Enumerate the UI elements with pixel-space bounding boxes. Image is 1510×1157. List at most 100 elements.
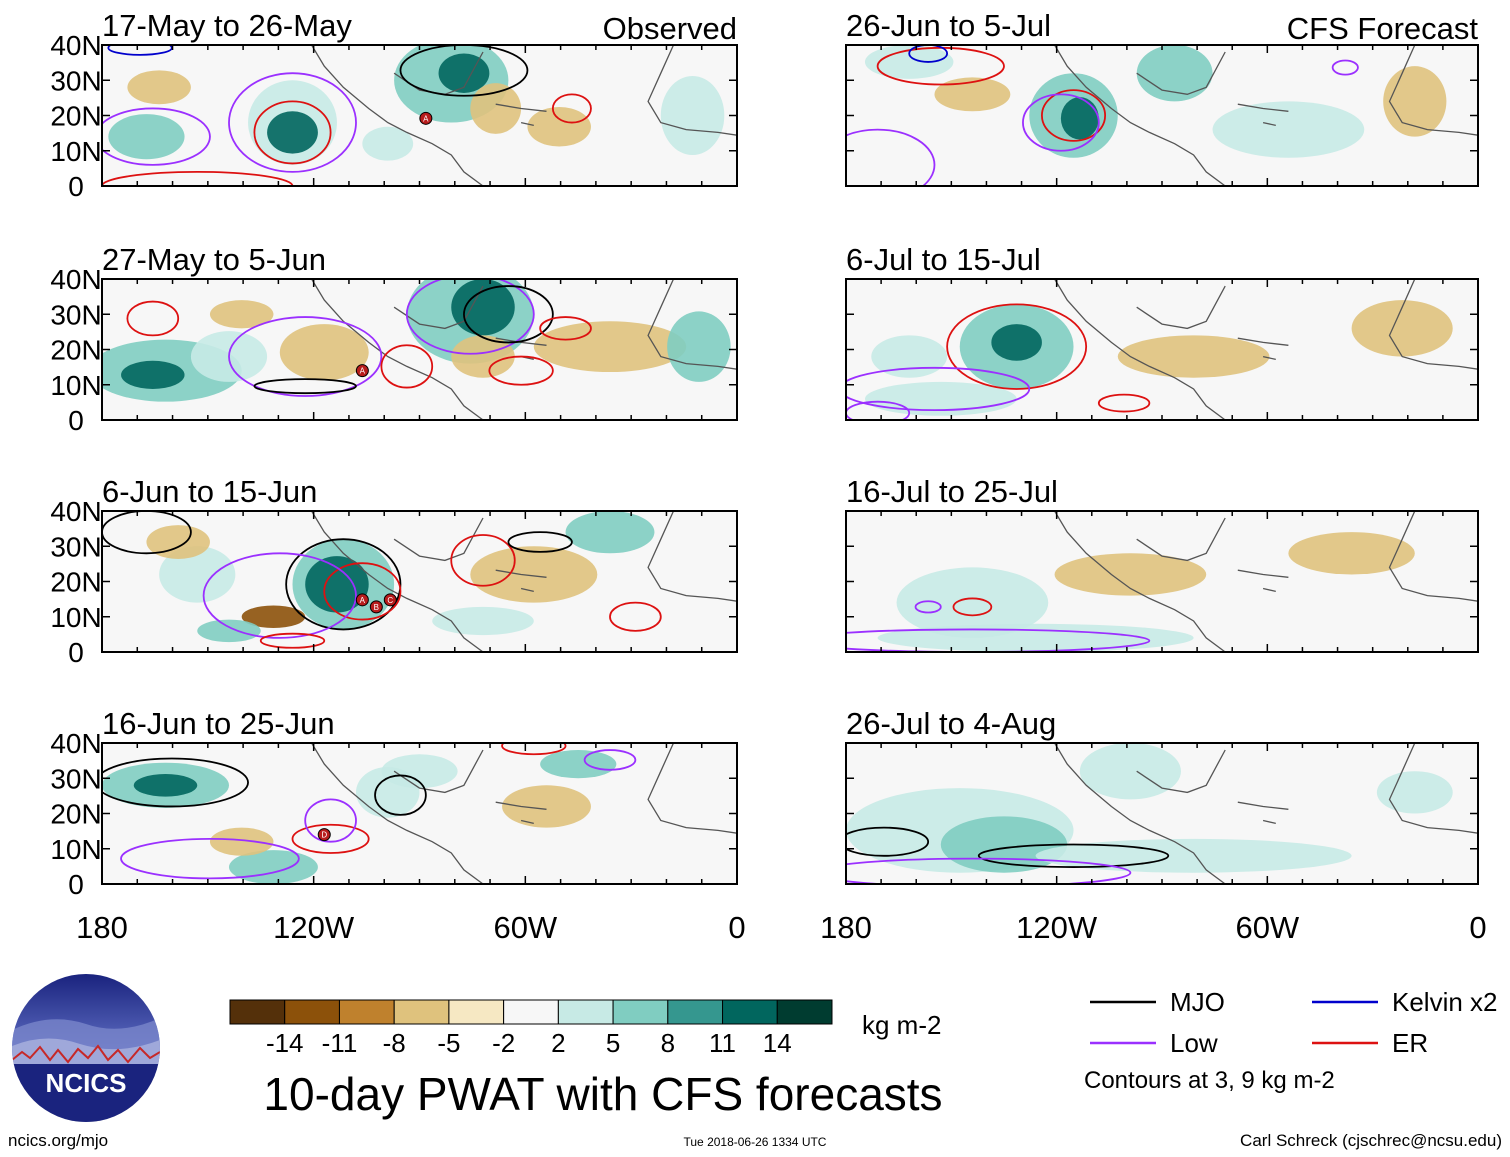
x-tick-label: 0	[728, 910, 745, 945]
storm-marker	[355, 593, 369, 607]
legend-label: Kelvin x2	[1392, 987, 1498, 1017]
colorbar-swatch	[338, 999, 395, 1025]
wave-contour	[501, 743, 567, 756]
anomaly-shading	[1054, 553, 1207, 596]
legend-label: Low	[1170, 1028, 1218, 1058]
wave-contour	[1041, 89, 1107, 142]
storm-marker-label: C	[387, 596, 393, 605]
anomaly-shading	[451, 279, 515, 336]
x-tick-label: 60W	[1235, 910, 1299, 945]
map-panel: ABC	[102, 511, 737, 652]
wave-contour	[463, 285, 554, 344]
anomaly-shading	[146, 525, 210, 559]
anomaly-shading	[877, 623, 1194, 652]
anomaly-shading	[1079, 743, 1181, 800]
storm-marker	[317, 828, 331, 842]
anomaly-shading	[667, 311, 731, 382]
anomaly-shading	[1136, 45, 1213, 102]
wave-contour	[228, 72, 357, 173]
anomaly-shading	[1383, 66, 1447, 137]
wave-contour	[120, 837, 300, 880]
anomaly-shading	[1117, 335, 1270, 378]
colorbar-swatch	[393, 999, 450, 1025]
anomaly-shading	[1288, 532, 1415, 575]
anomaly-shading	[127, 70, 191, 105]
legend-label: MJO	[1170, 987, 1225, 1017]
coastline	[311, 511, 737, 652]
x-tick-label: 180	[76, 910, 128, 945]
coastline	[1054, 511, 1478, 652]
storm-marker-label: A	[423, 114, 429, 123]
panel-title: 26-Jun to 5-Jul	[846, 8, 1051, 43]
wave-contour	[126, 300, 180, 337]
footer-url: ncics.org/mjo	[8, 1131, 108, 1150]
storm-marker-label: B	[374, 603, 379, 612]
wave-contour	[304, 798, 357, 843]
footer-timestamp: Tue 2018-06-26 1334 UTC	[684, 1135, 827, 1149]
storm-marker-label: D	[321, 831, 327, 840]
anomaly-shading	[864, 45, 954, 79]
x-tick-label: 180	[820, 910, 872, 945]
anomaly-shading	[502, 785, 591, 828]
panel-title: 26-Jul to 4-Aug	[846, 706, 1056, 741]
anomaly-shading	[533, 321, 687, 373]
coastline	[1054, 45, 1478, 186]
y-tick-label: 0	[68, 405, 84, 436]
colorbar-swatch	[776, 999, 833, 1025]
x-tick-label: 120W	[273, 910, 355, 945]
coastline	[1054, 743, 1478, 884]
anomaly-shading	[1212, 101, 1365, 158]
colorbar-level: -14	[266, 1028, 304, 1058]
storm-marker	[419, 111, 433, 125]
wave-contour	[291, 823, 370, 854]
map-panel	[846, 45, 1478, 186]
storm-marker	[383, 593, 397, 607]
anomaly-shading	[108, 114, 185, 160]
anomaly-shading	[565, 511, 655, 554]
colorbar-swatch	[503, 999, 559, 1025]
wave-contour	[908, 45, 949, 63]
anomaly-shading	[527, 107, 591, 147]
y-tick-label: 40N	[50, 728, 101, 759]
x-tick-label: 60W	[493, 910, 557, 945]
y-tick-label: 20N	[50, 567, 101, 598]
anomaly-shading	[1060, 97, 1099, 140]
anomaly-shading	[362, 126, 414, 161]
y-tick-label: 40N	[50, 264, 101, 295]
wave-contour	[253, 378, 357, 395]
y-tick-label: 0	[68, 171, 84, 202]
wave-contour	[102, 757, 249, 808]
coastline	[311, 279, 737, 420]
anomaly-shading	[209, 300, 274, 329]
map-panel	[846, 743, 1478, 884]
panel-title: 6-Jun to 15-Jun	[102, 474, 317, 509]
anomaly-shading	[896, 567, 1049, 638]
legend-label: ER	[1392, 1028, 1428, 1058]
y-tick-label: 40N	[50, 30, 101, 61]
wave-contour	[374, 774, 427, 816]
y-tick-label: 10N	[50, 834, 101, 865]
wave-contour	[952, 597, 993, 617]
wave-contour	[977, 843, 1170, 868]
ncics-logo: NCICS	[12, 974, 160, 1122]
panel-title: 6-Jul to 15-Jul	[846, 242, 1041, 277]
colorbar-level: -2	[492, 1028, 515, 1058]
logo-text: NCICS	[46, 1068, 127, 1098]
anomaly-shading	[267, 111, 318, 154]
wave-contour	[609, 601, 662, 632]
wave-contour	[405, 279, 535, 355]
wave-contour	[259, 632, 326, 649]
y-tick-label: 20N	[50, 101, 101, 132]
wave-contour	[846, 857, 1132, 884]
map-panel	[846, 279, 1478, 420]
wave-contour	[551, 93, 592, 124]
colorbar-swatch	[448, 999, 505, 1025]
wave-contour	[228, 316, 383, 397]
anomaly-shading	[241, 605, 306, 629]
colorbar-level: 8	[661, 1028, 675, 1058]
panel-title: 16-Jul to 25-Jul	[846, 474, 1058, 509]
colorbar-level: 14	[763, 1028, 792, 1058]
wave-contour	[539, 316, 592, 341]
anomaly-shading	[1376, 771, 1453, 814]
y-tick-label: 30N	[50, 531, 101, 562]
